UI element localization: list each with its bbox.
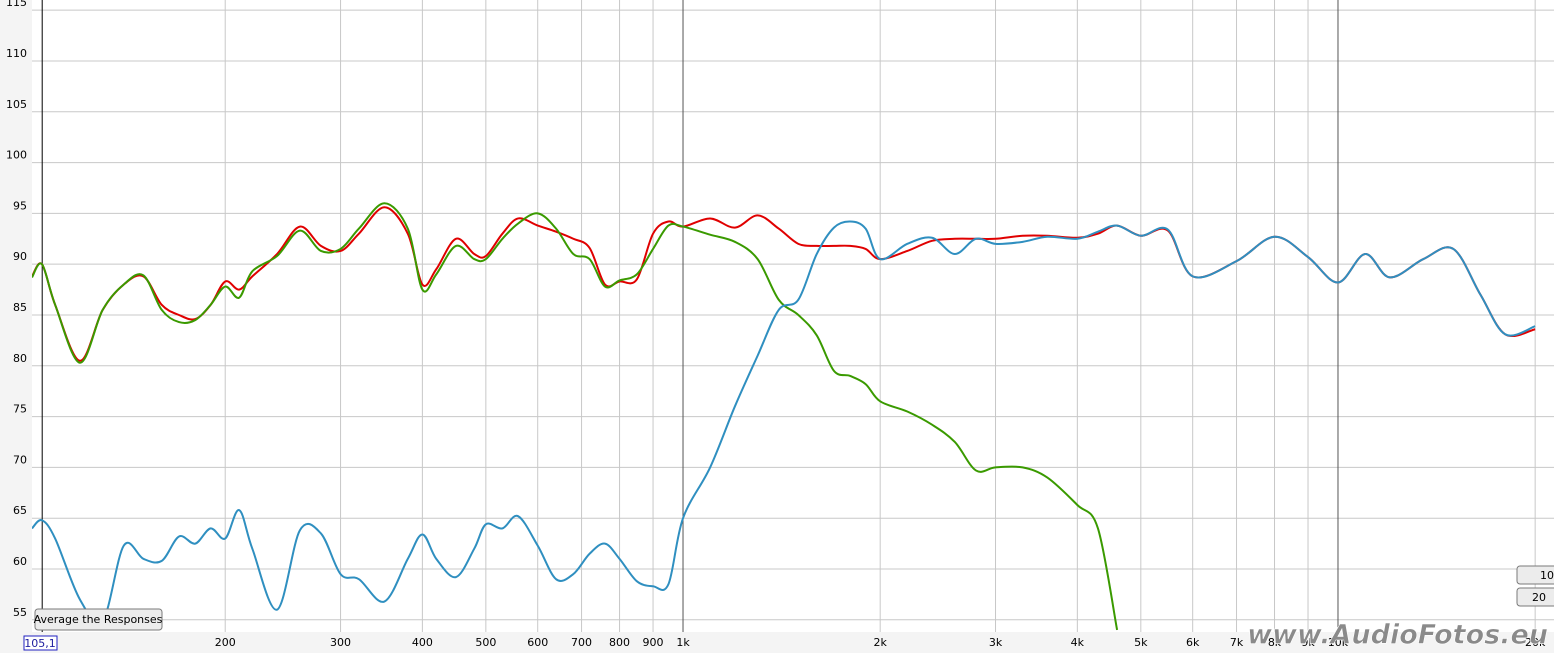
y-tick-label: 65 [13, 504, 27, 517]
y-axis-strip [0, 0, 32, 653]
x-tick-label: 4k [1071, 636, 1085, 649]
button-frame[interactable] [1516, 587, 1554, 607]
x-tick-label: 200 [215, 636, 236, 649]
x-tick-label: 20k [1525, 636, 1546, 649]
x-tick-label: 600 [527, 636, 548, 649]
y-tick-label: 75 [13, 403, 27, 416]
x-tick-label: 400 [412, 636, 433, 649]
watermark: www.AudioFotos.eu [1247, 620, 1548, 651]
x-tick-label: 10k [1328, 636, 1349, 649]
x-tick-label: 3k [989, 636, 1003, 649]
x-tick-label: 500 [475, 636, 496, 649]
x-tick-label: 9k [1301, 636, 1315, 649]
x-tick-label: 300 [330, 636, 351, 649]
cursor-box [23, 635, 58, 651]
y-tick-label: 80 [13, 352, 27, 365]
cursor-label: 105,1 [24, 637, 56, 650]
y-tick-label: 70 [13, 453, 27, 466]
x-tick-label: 900 [643, 636, 664, 649]
y-tick-label: 85 [13, 301, 27, 314]
y-tick-label: 90 [13, 250, 27, 263]
x-tick-label: 6k [1186, 636, 1200, 649]
y-tick-label: 55 [13, 606, 27, 619]
x-tick-label: 700 [571, 636, 592, 649]
y-tick-label: 105 [6, 98, 27, 111]
button-label[interactable]: 20 [1532, 591, 1546, 604]
grid [32, 0, 1554, 632]
y-tick-label: 100 [6, 149, 27, 162]
button-frame[interactable] [34, 608, 163, 631]
x-tick-label: 1k [676, 636, 690, 649]
button-frame[interactable] [1516, 565, 1554, 585]
response-line [32, 220, 1536, 625]
x-tick-label: 2k [873, 636, 887, 649]
y-tick-label: 95 [13, 199, 27, 212]
y-tick-label: 60 [13, 555, 27, 568]
plot [32, 202, 1536, 631]
y-tick-label: 115 [6, 0, 27, 9]
x-tick-label: 5k [1134, 636, 1148, 649]
response-line [32, 206, 1536, 362]
x-tick-label: 7k [1230, 636, 1244, 649]
x-tick-label: 8k [1268, 636, 1282, 649]
x-tick-label: 800 [609, 636, 630, 649]
labels: 55 60 65 70 75 80 85 90 95 100 105 110 115 200 300 400 5… [6, 0, 1546, 651]
average-button[interactable]: Average the Responses [34, 608, 163, 631]
button-label[interactable]: Average the Responses [34, 613, 163, 626]
right-buttons: 10 20 [1516, 565, 1554, 607]
response-line [32, 202, 1119, 631]
x-axis-strip [0, 632, 1554, 653]
button-label[interactable]: 10 [1540, 569, 1554, 582]
y-tick-label: 110 [6, 47, 27, 60]
